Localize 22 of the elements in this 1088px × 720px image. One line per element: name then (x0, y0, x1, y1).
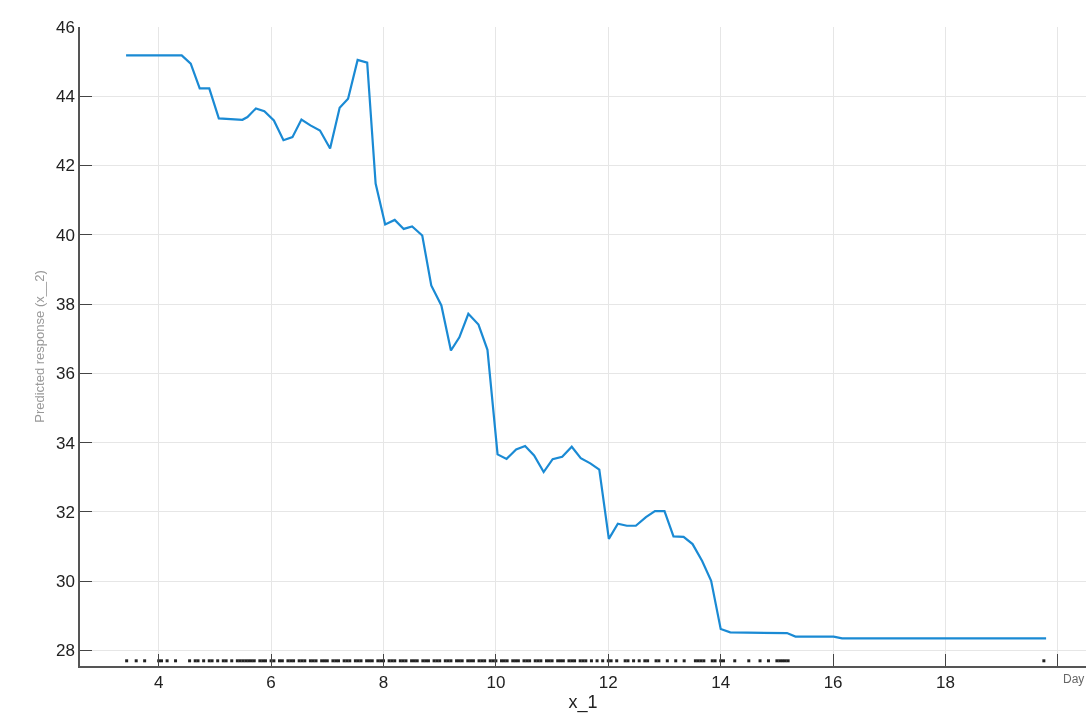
y-tick-label: 38 (55, 295, 75, 315)
x-tick-label: 12 (598, 673, 618, 693)
y-tick-label: 30 (55, 572, 75, 592)
x-tick-label: 18 (936, 673, 955, 693)
y-tick-label: 32 (55, 502, 75, 522)
line-series (124, 54, 1048, 640)
x-tick-label: 8 (378, 673, 389, 693)
x-axis-title: x_1 (568, 691, 598, 713)
y-tick-label: 46 (55, 17, 75, 37)
y-tick-label: 36 (55, 364, 75, 384)
text: Day (1063, 672, 1085, 686)
y-tick-label: 42 (55, 156, 75, 176)
y-axis-title: Predicted response (x__2) (32, 270, 48, 423)
x-tick-label: 10 (486, 673, 506, 693)
y-tick-label: 44 (55, 87, 75, 107)
x-tick-label: 16 (823, 673, 843, 693)
x-tick-label: 14 (711, 673, 731, 693)
y-tick-label: 34 (55, 433, 75, 453)
x-tick-label: 4 (153, 673, 164, 693)
x-tick-label: 6 (266, 673, 276, 693)
y-tick-label: 40 (55, 225, 75, 245)
y-tick-label: 28 (55, 641, 75, 661)
